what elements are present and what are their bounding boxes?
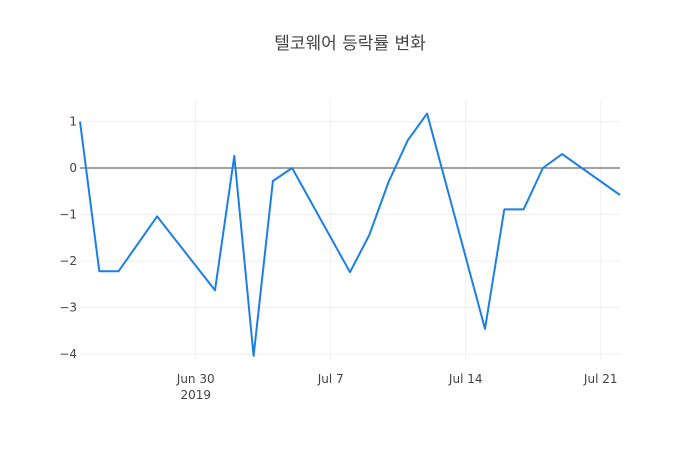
y-axis: 1 0 −1 −2 −3 −4 [59,115,77,362]
y-tick-label: −1 [59,208,77,222]
x-tick-label: Jul 14 [448,372,483,386]
x-axis: Jun 30 2019 Jul 7 Jul 14 Jul 21 [176,372,618,402]
y-tick-label: 0 [69,161,77,175]
plot-area[interactable] [79,112,621,357]
y-tick-label: −2 [59,254,77,268]
gridlines [80,100,620,360]
chart-title: 텔코웨어 등락률 변화 [274,34,426,54]
x-tick-year-label: 2019 [180,388,211,402]
x-tick-label: Jul 7 [317,372,344,386]
y-tick-label: −4 [59,347,77,361]
y-tick-label: −3 [59,301,77,315]
x-tick-label: Jun 30 [176,372,215,386]
x-tick-label: Jul 21 [583,372,618,386]
series-line[interactable] [79,112,621,357]
y-tick-label: 1 [69,115,77,129]
